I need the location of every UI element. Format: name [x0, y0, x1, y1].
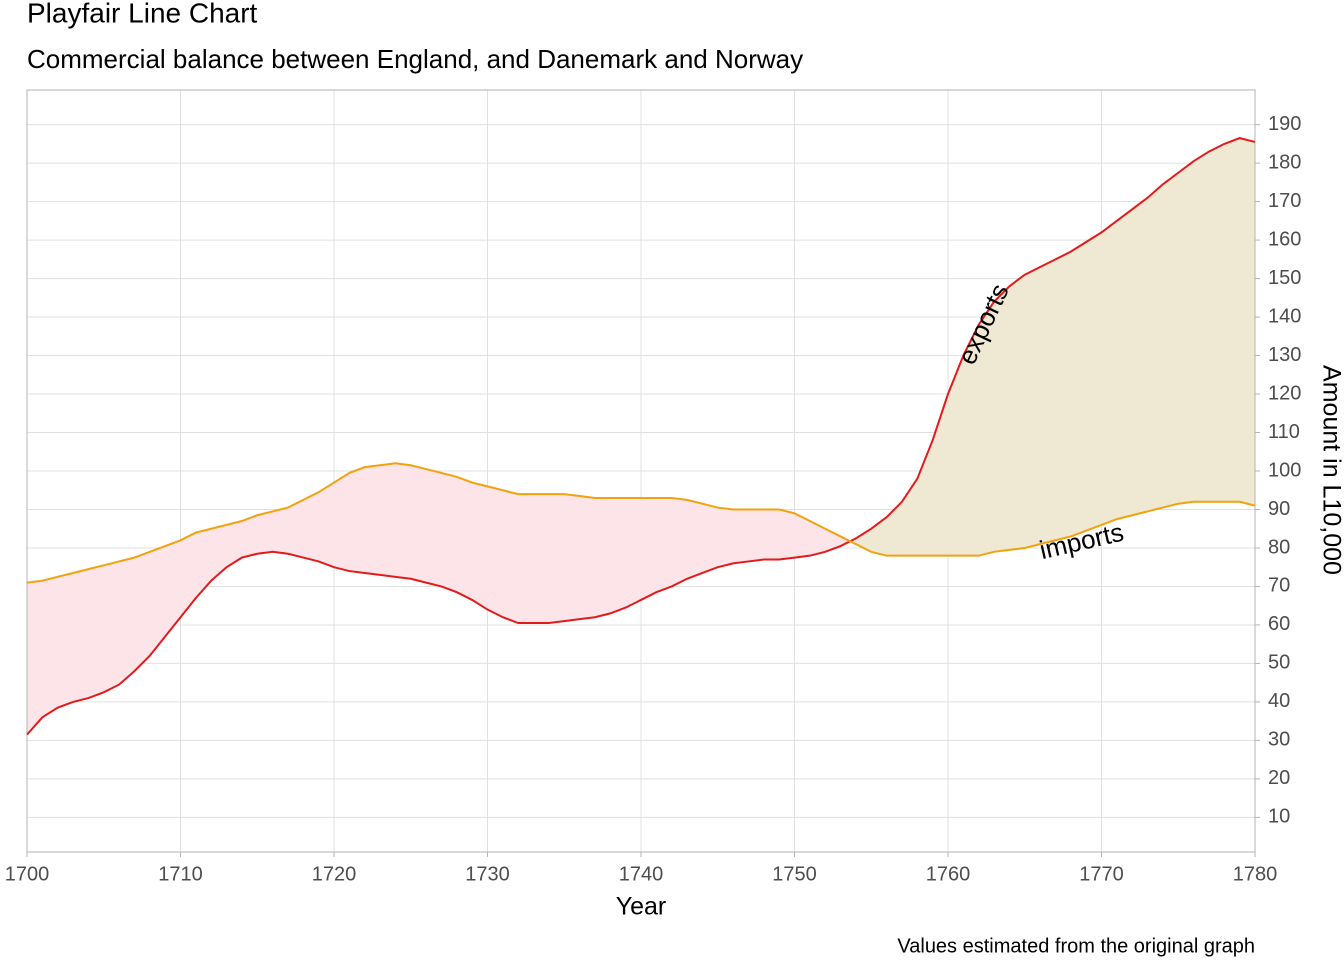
y-tick-label: 70	[1268, 575, 1290, 597]
y-tick-label: 180	[1268, 151, 1301, 173]
x-tick-label: 1770	[1079, 863, 1124, 885]
x-tick-label: 1780	[1233, 863, 1278, 885]
y-tick-label: 150	[1268, 267, 1301, 289]
x-tick-label: 1700	[5, 863, 50, 885]
chart-title: Playfair Line Chart	[27, 0, 258, 28]
y-tick-label: 170	[1268, 190, 1301, 212]
x-axis-title: Year	[616, 893, 667, 921]
areas	[27, 138, 1255, 735]
y-tick-label: 30	[1268, 729, 1290, 751]
y-tick-label: 50	[1268, 652, 1290, 674]
y-axis-title: Amount in L10,000	[1317, 365, 1344, 575]
y-tick-label: 130	[1268, 344, 1301, 366]
y-tick-label: 90	[1268, 498, 1290, 520]
deficit-area	[27, 463, 851, 735]
x-tick-label: 1710	[158, 863, 203, 885]
y-tick-label: 190	[1268, 113, 1301, 135]
surplus-area	[850, 138, 1255, 556]
y-tick-label: 110	[1268, 421, 1300, 443]
y-tick-label: 60	[1268, 613, 1290, 635]
y-tick-label: 100	[1268, 459, 1301, 481]
y-tick-label: 140	[1268, 305, 1301, 327]
y-tick-label: 120	[1268, 382, 1301, 404]
y-tick-label: 80	[1268, 536, 1290, 558]
line-imports	[26, 462, 1256, 584]
x-tick-label: 1720	[312, 863, 357, 885]
y-tick-label: 10	[1268, 806, 1290, 828]
y-tick-label: 40	[1268, 690, 1290, 712]
caption: Values estimated from the original graph	[897, 935, 1255, 957]
x-tick-label: 1750	[772, 863, 817, 885]
x-tick-label: 1740	[619, 863, 664, 885]
y-tick-label: 20	[1268, 767, 1290, 789]
chart-subtitle: Commercial balance between England, and …	[27, 44, 803, 74]
line-exports	[26, 137, 1256, 736]
y-tick-label: 160	[1268, 228, 1301, 250]
x-tick-label: 1760	[926, 863, 971, 885]
x-tick-label: 1730	[465, 863, 510, 885]
